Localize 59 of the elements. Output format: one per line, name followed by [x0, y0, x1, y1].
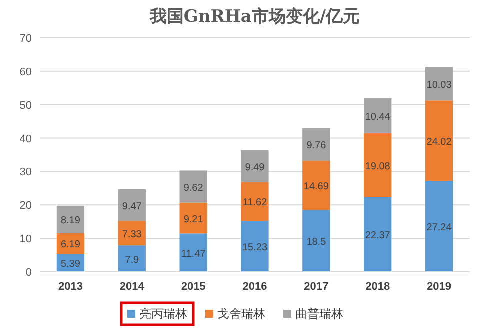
data-label: 24.02 — [426, 136, 452, 148]
data-label: 9.21 — [184, 214, 204, 226]
x-tick-label: 2015 — [181, 281, 206, 293]
legend-label: 戈舍瑞林 — [218, 307, 266, 321]
data-label: 9.47 — [122, 201, 142, 212]
bar — [302, 161, 330, 210]
data-label: 6.19 — [60, 240, 81, 251]
data-label: 27.24 — [426, 222, 452, 234]
x-tick-label: 2017 — [304, 281, 329, 293]
data-label: 14.69 — [304, 182, 330, 193]
data-label: 10.44 — [365, 112, 391, 123]
bar — [425, 100, 454, 181]
data-label: 5.39 — [60, 258, 81, 270]
bar — [180, 202, 208, 234]
y-tick-label: 30 — [20, 166, 32, 179]
bar — [241, 182, 269, 222]
bar — [180, 234, 208, 272]
bar — [241, 150, 269, 182]
x-tick-label: 2013 — [58, 281, 83, 293]
x-tick-label: 2016 — [242, 281, 268, 293]
bar — [118, 189, 146, 222]
x-tick-label: 2014 — [120, 281, 146, 293]
chart-title: 我国GnRHa市场变化/亿元 — [148, 7, 360, 27]
data-label: 9.62 — [184, 182, 204, 194]
y-tick-label: 50 — [20, 100, 32, 112]
data-label: 19.08 — [365, 161, 391, 172]
bar — [118, 221, 146, 246]
data-label: 18.5 — [306, 237, 327, 248]
bar — [241, 221, 269, 272]
data-label: 11.47 — [181, 248, 206, 260]
bar — [302, 128, 330, 162]
x-tick-label: 2018 — [366, 281, 390, 293]
bar — [364, 197, 392, 272]
data-label: 7.9 — [125, 254, 140, 266]
x-tick-label: 2019 — [427, 281, 452, 293]
data-label: 15.23 — [242, 242, 268, 254]
legend-label: 曲普瑞林 — [296, 307, 344, 321]
y-tick-label: 70 — [20, 33, 32, 45]
data-label: 22.37 — [365, 230, 391, 242]
bar — [425, 67, 454, 101]
data-label: 9.76 — [306, 140, 327, 152]
y-tick-label: 20 — [20, 200, 32, 212]
y-tick-label: 10 — [20, 234, 32, 246]
y-tick-label: 40 — [20, 133, 32, 146]
data-label: 8.19 — [60, 216, 81, 227]
bar — [302, 210, 330, 272]
y-tick-label: 0 — [26, 267, 32, 279]
y-tick-label: 60 — [20, 66, 32, 78]
legend-label: 亮丙瑞林 — [140, 307, 188, 321]
bar — [56, 206, 85, 234]
data-label: 7.33 — [122, 229, 142, 240]
data-label: 11.62 — [242, 198, 268, 209]
data-label: 10.03 — [426, 80, 452, 91]
data-label: 9.49 — [245, 162, 266, 174]
bar — [364, 98, 392, 134]
bar — [425, 180, 454, 272]
bar — [364, 133, 392, 198]
bar — [118, 246, 146, 272]
bar — [180, 170, 208, 203]
